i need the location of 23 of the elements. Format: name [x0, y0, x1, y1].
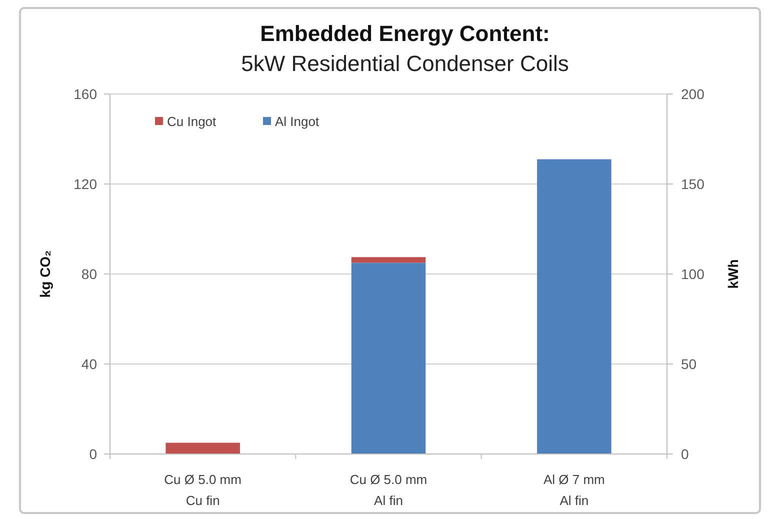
y-tick-label: 40: [81, 356, 98, 372]
chart-subtitle: 5kW Residential Condenser Coils: [241, 51, 569, 76]
chart-title: Embedded Energy Content:: [260, 21, 550, 46]
bar: [166, 442, 240, 454]
y2-tick-label: 200: [681, 86, 705, 102]
bar: [351, 262, 426, 454]
y2-tick-label: 50: [681, 356, 697, 372]
y-tick-label: 120: [74, 176, 98, 192]
y2-tick-label: 100: [681, 266, 705, 282]
y2-tick-label: 0: [681, 446, 689, 462]
y2-axis-title: kWh: [725, 259, 741, 289]
y2-tick-label: 150: [681, 176, 705, 192]
y-axis-title: kg CO₂: [37, 250, 53, 298]
legend-label: Al Ingot: [275, 114, 320, 129]
legend-label: Cu Ingot: [167, 114, 217, 129]
x-tick-label: Cu Ø 5.0 mm Cu fin: [164, 472, 242, 508]
x-tick-label: Cu Ø 5.0 mm Al fin: [350, 472, 428, 508]
y-tick-label: 160: [74, 86, 98, 102]
bar: [537, 159, 612, 454]
y-tick-label: 0: [89, 446, 98, 462]
x-tick-label: Al Ø 7 mm Al fin: [543, 472, 605, 508]
bar: [351, 257, 426, 263]
y-tick-label: 80: [81, 266, 98, 282]
